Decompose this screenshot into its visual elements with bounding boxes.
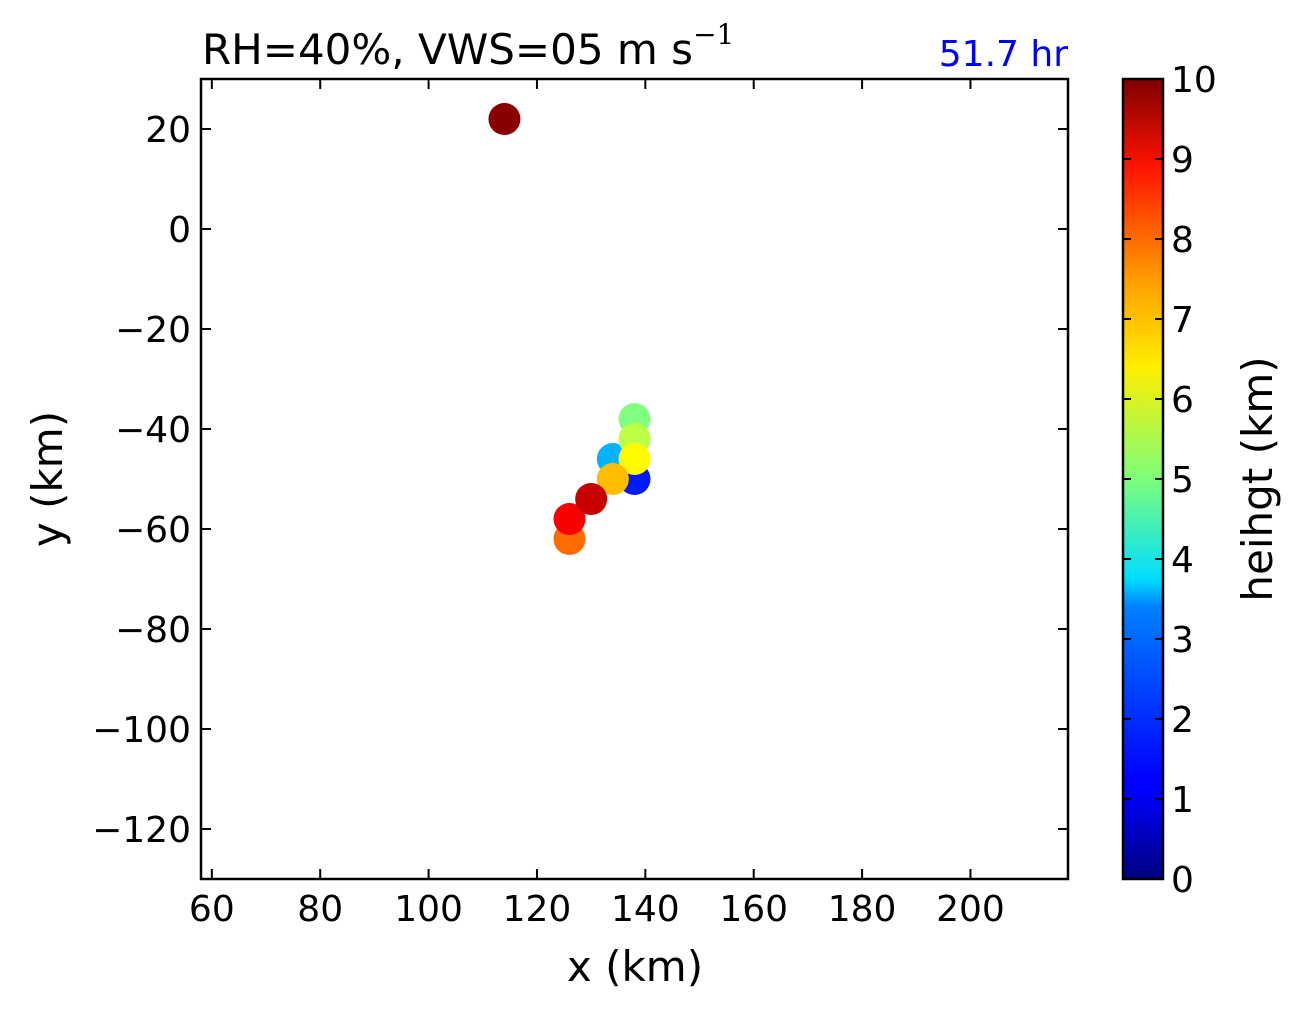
colorbar-ticks: 0 1 2 3 4 5 6 7 8 9 10 xyxy=(1123,60,1217,901)
scatter-point xyxy=(618,443,651,475)
scatter-point xyxy=(488,103,521,135)
colorbar-label: heihgt (km) xyxy=(1233,356,1282,601)
colorbar-tick-label: 6 xyxy=(1171,380,1194,421)
x-tick-label: 100 xyxy=(394,889,463,930)
x-tick-label: 80 xyxy=(297,889,343,930)
plot-frame xyxy=(199,77,1070,881)
x-axis-label: x (km) xyxy=(567,942,703,991)
y-tick-label: −120 xyxy=(92,810,191,851)
colorbar-tick-label: 3 xyxy=(1171,620,1194,661)
scatter-point xyxy=(596,463,629,495)
y-tick-label: −100 xyxy=(92,710,191,751)
y-tick-label: 0 xyxy=(168,210,191,251)
colorbar-tick-label: 7 xyxy=(1171,300,1194,341)
x-tick-label: 200 xyxy=(936,889,1005,930)
chart-title-main: RH=40%, VWS=05 m s xyxy=(202,25,693,74)
scatter-point xyxy=(553,503,586,535)
y-ticks: 20 0 −20 −40 −60 −80 −100 −120 xyxy=(92,110,1068,851)
time-label: 51.7 hr xyxy=(939,34,1068,75)
x-tick-label: 140 xyxy=(611,889,680,930)
colorbar-tick-label: 10 xyxy=(1171,60,1217,101)
y-tick-label: 20 xyxy=(145,110,191,151)
y-tick-label: −60 xyxy=(115,510,191,551)
points-layer xyxy=(488,103,651,555)
y-axis-label: y (km) xyxy=(23,411,72,547)
colorbar-tick-label: 8 xyxy=(1171,220,1194,261)
colorbar-tick-label: 1 xyxy=(1171,780,1194,821)
x-tick-label: 160 xyxy=(719,889,788,930)
colorbar-tick-label: 2 xyxy=(1171,700,1194,741)
x-ticks: 60 80 100 120 140 160 180 200 xyxy=(189,79,1005,930)
x-tick-label: 120 xyxy=(503,889,572,930)
x-tick-label: 60 xyxy=(189,889,235,930)
colorbar-tick-label: 5 xyxy=(1171,460,1194,501)
colorbar-tick-label: 9 xyxy=(1171,140,1194,181)
y-tick-label: −20 xyxy=(115,310,191,351)
scatter-point xyxy=(575,483,608,515)
chart-title: RH=40%, VWS=05 m s−1 xyxy=(202,18,734,74)
colorbar-tick-label: 4 xyxy=(1171,540,1194,581)
y-tick-label: −80 xyxy=(115,610,191,651)
y-tick-label: −40 xyxy=(115,410,191,451)
colorbar-tick-label: 0 xyxy=(1171,860,1194,901)
chart-title-superscript: −1 xyxy=(693,18,734,51)
x-tick-label: 180 xyxy=(828,889,897,930)
